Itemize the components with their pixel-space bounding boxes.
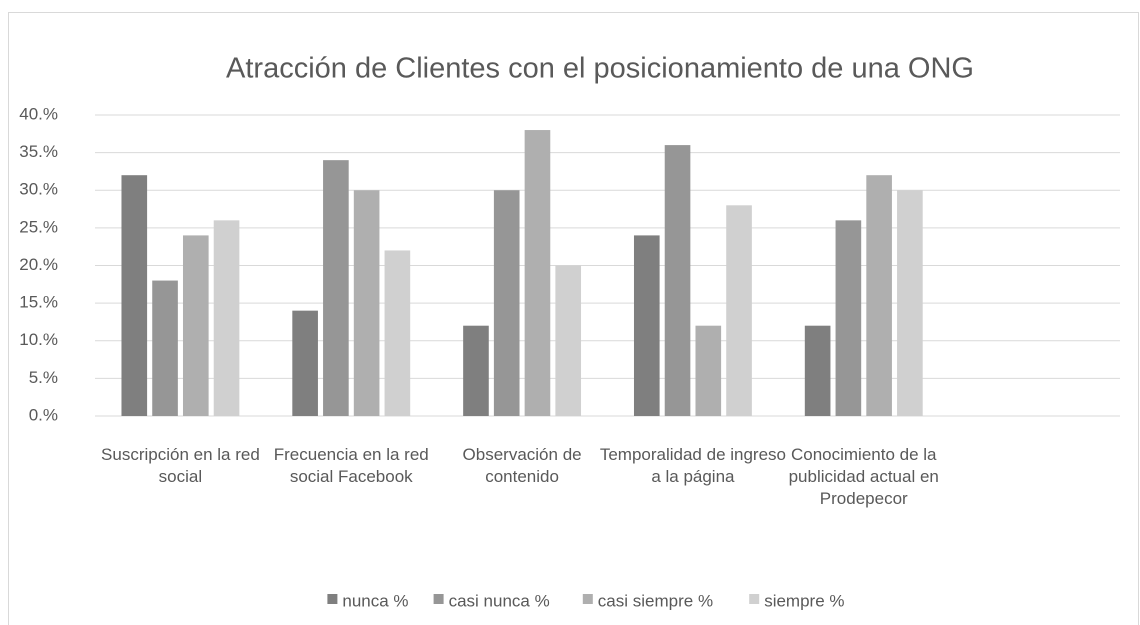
chart-border: [8, 12, 1139, 625]
x-tick-label: Frecuencia en la red social Facebook: [273, 445, 429, 486]
y-tick-label: 40.%: [19, 104, 58, 123]
bar: [182, 235, 209, 416]
y-tick-label: 5.%: [29, 368, 58, 387]
y-tick-label: 25.%: [19, 217, 58, 236]
chart-title: Atracción de Clientes con el posicionami…: [226, 53, 974, 85]
bar: [152, 280, 178, 416]
bar: [353, 190, 380, 416]
x-tick-label-box: Observación de contenido: [462, 445, 582, 486]
bar: [323, 160, 349, 416]
x-tick-label-box: Suscripción en la red social: [101, 445, 260, 486]
x-tick-label: Temporalidad de ingreso a la página: [599, 445, 786, 486]
legend-swatch: [433, 594, 444, 604]
y-tick-label: 0.%: [29, 405, 58, 424]
bar: [804, 325, 831, 416]
bar: [835, 220, 862, 416]
bar: [664, 145, 691, 416]
y-tick-label: 10.%: [19, 330, 58, 349]
x-tick-label-box: Conocimiento de la publicidad actual en …: [788, 445, 939, 508]
legend-label: nunca %: [342, 591, 408, 610]
legend-label: siempre %: [764, 591, 844, 610]
bar: [524, 130, 551, 417]
bar: [633, 235, 660, 416]
y-tick-label: 30.%: [19, 180, 58, 199]
y-tick-label: 35.%: [19, 142, 58, 161]
legend-swatch: [582, 594, 593, 604]
legend-swatch: [327, 594, 338, 604]
bar: [695, 325, 722, 416]
legend-swatch: [749, 594, 760, 604]
bar: [463, 325, 489, 416]
x-tick-label: Conocimiento de la publicidad actual en …: [788, 445, 939, 508]
bar: [726, 205, 752, 416]
bar: [121, 175, 148, 416]
x-tick-label: Observación de contenido: [462, 445, 582, 486]
bar: [866, 175, 892, 416]
y-tick-label: 15.%: [19, 293, 58, 312]
bar: [292, 310, 318, 416]
bar: [493, 190, 520, 416]
x-tick-label-box: Temporalidad de ingreso a la página: [599, 445, 786, 486]
bar: [213, 220, 240, 416]
x-tick-label-box: Frecuencia en la red social Facebook: [273, 445, 429, 486]
legend-label: casi nunca %: [449, 591, 550, 610]
bar: [555, 265, 582, 416]
bar: [897, 190, 923, 416]
bar: [384, 250, 411, 416]
legend-label: casi siempre %: [598, 591, 713, 610]
y-tick-label: 20.%: [19, 255, 58, 274]
x-tick-label: Suscripción en la red social: [101, 445, 260, 486]
